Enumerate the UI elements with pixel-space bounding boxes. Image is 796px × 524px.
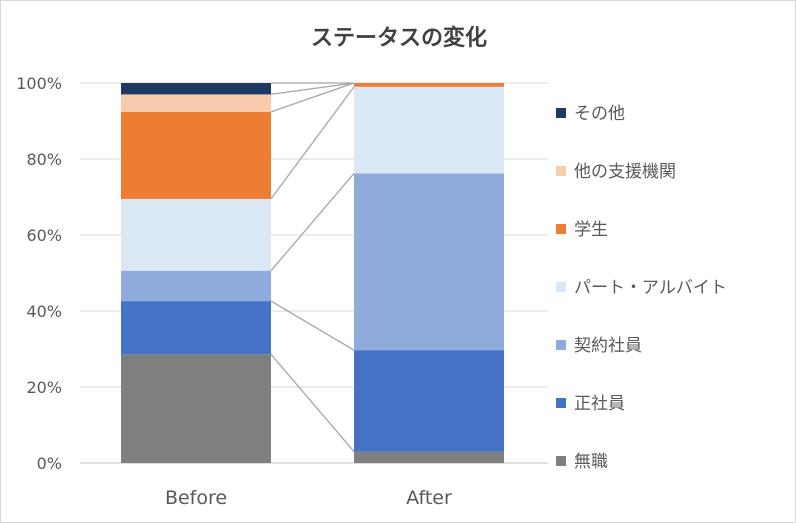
legend-label: 正社員 [574,394,625,414]
y-tick-label: 80% [26,150,62,169]
chart-title: ステータスの変化 [311,25,487,51]
y-tick-label: 0% [37,454,62,473]
y-tick-label: 40% [26,302,62,321]
y-axis: 0% 20% 40% 60% 80% 100% [16,74,62,473]
bar-segment [354,86,504,174]
series-connector-line [270,353,355,453]
bar-segment [121,270,271,302]
legend-swatch [556,340,566,350]
legend-swatch [556,108,566,118]
x-axis: Before After [165,487,452,509]
legend-label: パート・アルバイト [574,278,727,298]
bar-segment [354,350,504,452]
y-tick-label: 100% [16,74,62,93]
legend-swatch [556,398,566,408]
x-category-label: After [406,487,452,509]
series-connector-line [270,82,355,96]
legend-label: その他 [574,104,625,124]
series-connector-line [270,300,355,351]
legend-label: 学生 [574,220,608,240]
bar-segment [121,111,271,199]
y-tick-label: 60% [26,226,62,245]
series-connector-line [270,86,355,200]
x-category-label: Before [165,487,227,509]
legend-swatch [556,282,566,292]
bar-segment [121,354,271,463]
legend-swatch [556,224,566,234]
bar-segment [121,94,271,112]
y-tick-label: 20% [26,378,62,397]
connector-lines [270,82,355,453]
bar-segment [354,173,504,351]
legend-label: 無職 [574,452,608,472]
series-connector-line [270,173,355,272]
bar-segment [121,301,271,355]
legend-swatch [556,166,566,176]
legend-swatch [556,456,566,466]
bars [121,83,504,463]
bar-segment [121,198,271,271]
bar-segment [121,83,271,95]
legend-label: 他の支援機関 [574,162,676,182]
series-connector-line [270,82,355,113]
legend-label: 契約社員 [574,336,642,356]
bar-segment [354,451,504,463]
bar-segment [354,83,504,87]
